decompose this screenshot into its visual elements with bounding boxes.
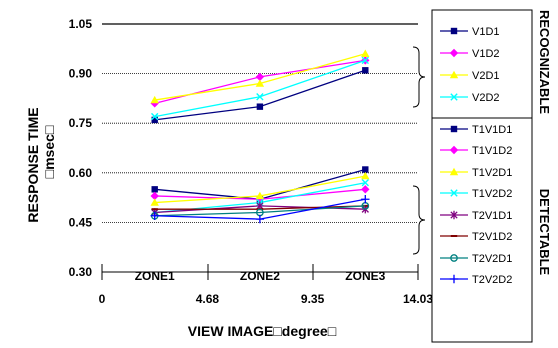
legend-item-t1v1d1: T1V1D1 bbox=[440, 124, 512, 136]
data-point bbox=[450, 27, 458, 35]
y-tick-label: 1.05 bbox=[69, 17, 93, 31]
data-point bbox=[361, 171, 370, 180]
zone-label: ZONE1 bbox=[135, 269, 175, 283]
y-axis-title-line1: RESPONSE TIME bbox=[25, 107, 41, 222]
data-point bbox=[255, 214, 265, 224]
legend-label: T2V2D1 bbox=[472, 253, 512, 265]
data-point bbox=[362, 166, 369, 173]
legend-item-v2d2: V2D2 bbox=[440, 92, 500, 104]
legend-item-t2v1d1: T2V1D1 bbox=[440, 210, 512, 222]
data-point bbox=[255, 79, 265, 87]
series-v1d1 bbox=[151, 67, 369, 124]
legend-item-t1v2d1: T1V2D1 bbox=[440, 167, 512, 179]
data-point bbox=[256, 93, 264, 101]
data-point bbox=[361, 56, 369, 65]
series-t1v2d1 bbox=[150, 171, 370, 206]
data-point bbox=[449, 145, 459, 155]
legend-item-t2v1d2: T2V1D2 bbox=[440, 231, 512, 243]
data-point bbox=[450, 210, 458, 220]
brace-detectable bbox=[412, 185, 426, 255]
data-point bbox=[449, 167, 459, 176]
x-tick-label: 14.03 bbox=[403, 292, 433, 306]
legend-label: T1V1D1 bbox=[472, 124, 512, 136]
legend-item-v1d1: V1D1 bbox=[440, 26, 500, 38]
axes bbox=[101, 264, 419, 280]
data-point bbox=[450, 125, 458, 133]
data-point bbox=[150, 211, 159, 220]
brace-recognizable bbox=[412, 46, 426, 108]
x-tick-label: 9.35 bbox=[301, 292, 325, 306]
legend-label: T1V2D1 bbox=[472, 167, 512, 179]
legend-item-t2v2d2: T2V2D2 bbox=[440, 274, 512, 286]
legend-items: V1D1 V1D2 V2D1 V2D2 T1V1D1 T1V1D2 T1V2D1 T1V2D2… bbox=[440, 26, 512, 286]
data-point bbox=[150, 95, 159, 104]
data-point bbox=[450, 189, 458, 197]
data-point bbox=[150, 198, 159, 206]
legend-item-v2d1: V2D1 bbox=[440, 70, 500, 82]
legend-label: T1V1D2 bbox=[472, 145, 512, 157]
data-point bbox=[361, 195, 370, 204]
data-point bbox=[255, 72, 265, 82]
y-tick-label: 0.45 bbox=[69, 215, 93, 229]
zone-label: ZONE3 bbox=[345, 269, 385, 283]
y-tick-label: 0.30 bbox=[69, 265, 93, 279]
legend-item-t1v1d2: T1V1D2 bbox=[440, 145, 512, 157]
series-v2d2 bbox=[151, 56, 369, 121]
data-point bbox=[449, 48, 459, 58]
group-label-detectable: DETECTABLE bbox=[537, 189, 552, 276]
legend-label: V1D1 bbox=[472, 26, 500, 38]
data-point bbox=[150, 191, 159, 201]
series-line bbox=[154, 205, 366, 217]
data-point bbox=[151, 112, 159, 121]
data-point bbox=[362, 67, 369, 74]
data-point bbox=[151, 116, 158, 124]
data-point bbox=[255, 191, 265, 200]
legend-item-t2v2d1: T2V2D1 bbox=[440, 253, 512, 265]
legend-label: T2V1D2 bbox=[472, 231, 512, 243]
legend-label: V2D2 bbox=[472, 92, 500, 104]
x-tick-labels: 0 4.68 9.35 14.03 bbox=[99, 292, 434, 306]
series-t2v2d2 bbox=[150, 195, 370, 224]
data-point bbox=[449, 274, 459, 284]
legend: V1D1 V1D2 V2D1 V2D2 T1V1D1 T1V1D2 T1V2D1 T1V2D2… bbox=[431, 9, 533, 343]
x-tick-label: 0 bbox=[99, 292, 106, 306]
data-point bbox=[450, 254, 458, 262]
legend-item-t1v2d2: T1V2D2 bbox=[440, 188, 512, 200]
legend-label: T2V2D2 bbox=[472, 274, 512, 286]
zone-labels: ZONE1 ZONE2 ZONE3 bbox=[135, 269, 386, 283]
series-v2d1 bbox=[150, 49, 370, 104]
legend-box-recognizable bbox=[431, 9, 533, 123]
group-label-recognizable: RECOGNIZABLE bbox=[537, 10, 552, 114]
legend-label: V1D2 bbox=[472, 48, 500, 60]
legend-item-v1d2: V1D2 bbox=[440, 48, 500, 60]
y-tick-label: 0.60 bbox=[69, 166, 93, 180]
data-point bbox=[361, 49, 370, 57]
y-tick-label: 0.75 bbox=[69, 116, 93, 130]
zone-label: ZONE2 bbox=[240, 269, 280, 283]
y-tick-label: 0.90 bbox=[69, 67, 93, 81]
y-axis-title-line2: □msec□ bbox=[41, 125, 57, 178]
x-axis-title: VIEW IMAGE□degree□ bbox=[188, 323, 337, 339]
data-point bbox=[449, 70, 459, 79]
x-tick-label: 4.68 bbox=[196, 292, 220, 306]
data-point bbox=[361, 185, 370, 194]
y-tick-labels: 0.30 0.45 0.60 0.75 0.90 1.05 bbox=[69, 17, 93, 279]
legend-label: T2V1D1 bbox=[472, 210, 512, 222]
legend-label: V2D1 bbox=[472, 70, 500, 82]
data-point bbox=[450, 93, 458, 101]
data-point bbox=[256, 103, 264, 110]
legend-box-detectable bbox=[431, 117, 533, 343]
data-point bbox=[361, 179, 369, 187]
series-lines bbox=[150, 49, 370, 224]
data-point bbox=[151, 186, 158, 193]
legend-label: T1V2D2 bbox=[472, 188, 512, 200]
